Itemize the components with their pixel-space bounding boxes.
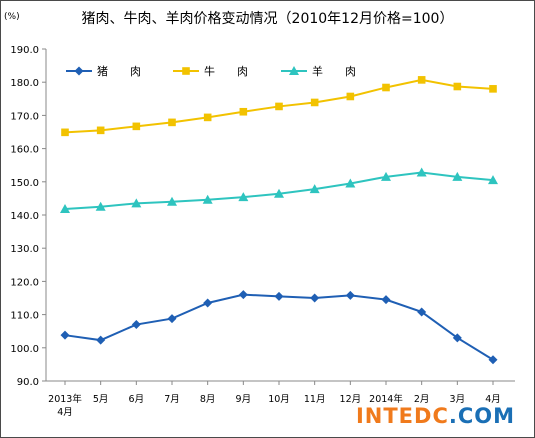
data-point-1-8 (346, 92, 355, 101)
x-tick-label: 5月 (93, 394, 109, 405)
watermark-logo: INTEDC.COM (356, 404, 515, 428)
data-point-2-5 (238, 192, 249, 202)
data-point-1-11 (453, 82, 462, 91)
x-tick-label: 2月 (414, 394, 430, 405)
x-tick-label: 4月 (57, 407, 73, 418)
x-tick-label: 7月 (164, 394, 180, 405)
x-tick-label: 12月 (340, 394, 362, 405)
y-tick-label: 170.0 (10, 111, 39, 122)
legend-marker (182, 67, 190, 75)
watermark-part1: INTEDC (355, 404, 449, 428)
data-point-0-0 (60, 330, 70, 340)
chart-title: 猪肉、牛肉、羊肉价格变动情况（2010年12月价格=100） (81, 11, 454, 27)
y-tick-label: 130.0 (10, 244, 39, 255)
x-tick-label: 2013年 (48, 393, 82, 405)
data-point-2-12 (488, 175, 498, 185)
data-point-2-8 (345, 178, 356, 188)
data-point-0-3 (167, 314, 177, 324)
y-axis-unit: (%) (4, 12, 20, 22)
x-tick-label: 10月 (268, 394, 290, 405)
y-tick-label: 190.0 (10, 45, 39, 56)
data-point-0-12 (488, 355, 498, 365)
data-point-0-4 (203, 298, 213, 308)
x-tick-label: 6月 (129, 394, 145, 405)
data-point-1-2 (132, 122, 141, 131)
data-point-0-7 (310, 293, 320, 303)
data-point-0-9 (381, 295, 391, 305)
y-tick-label: 160.0 (10, 145, 39, 156)
data-point-1-4 (203, 113, 212, 122)
data-point-2-3 (167, 196, 177, 206)
data-point-2-0 (60, 204, 70, 214)
y-tick-label: 110.0 (10, 311, 39, 322)
watermark-part2: .COM (448, 404, 515, 428)
legend-marker (289, 66, 299, 75)
data-point-2-9 (381, 171, 391, 181)
y-tick-label: 150.0 (10, 178, 39, 189)
legend-marker (74, 66, 84, 76)
data-point-2-4 (202, 194, 213, 204)
y-tick-label: 100.0 (10, 344, 39, 355)
x-tick-label: 11月 (304, 394, 326, 405)
data-point-0-6 (274, 291, 284, 301)
data-point-1-1 (96, 126, 105, 135)
data-point-1-0 (61, 128, 69, 137)
legend-label: 猪 肉 (97, 65, 141, 78)
data-point-0-1 (96, 335, 106, 345)
y-tick-label: 180.0 (10, 78, 39, 89)
y-tick-label: 120.0 (10, 277, 39, 288)
x-tick-label: 4月 (485, 394, 501, 405)
x-tick-label: 8月 (200, 394, 216, 405)
series-line-0 (64, 293, 494, 361)
data-point-0-2 (131, 320, 141, 330)
y-tick-label: 140.0 (10, 211, 39, 222)
y-tick-label: 90.0 (17, 377, 39, 388)
data-point-1-5 (239, 107, 248, 116)
data-point-0-8 (345, 290, 355, 300)
data-point-0-11 (452, 333, 462, 343)
data-point-2-1 (95, 201, 106, 211)
data-point-2-11 (452, 171, 463, 181)
x-tick-label: 2014年 (369, 393, 403, 405)
data-point-1-3 (168, 118, 176, 127)
data-point-2-2 (131, 198, 142, 208)
data-point-1-6 (275, 102, 283, 111)
x-tick-label: 3月 (450, 394, 466, 405)
data-point-1-10 (417, 76, 426, 84)
data-point-1-12 (489, 85, 497, 93)
legend-label: 羊 肉 (312, 64, 356, 78)
data-point-1-9 (382, 83, 390, 92)
data-point-1-7 (310, 98, 319, 107)
data-point-0-5 (238, 290, 248, 300)
legend-label: 牛 肉 (204, 64, 248, 78)
data-point-0-10 (417, 307, 427, 317)
data-point-2-10 (416, 167, 427, 177)
data-point-2-6 (274, 188, 284, 198)
x-tick-label: 9月 (236, 394, 252, 405)
data-point-2-7 (309, 184, 320, 194)
